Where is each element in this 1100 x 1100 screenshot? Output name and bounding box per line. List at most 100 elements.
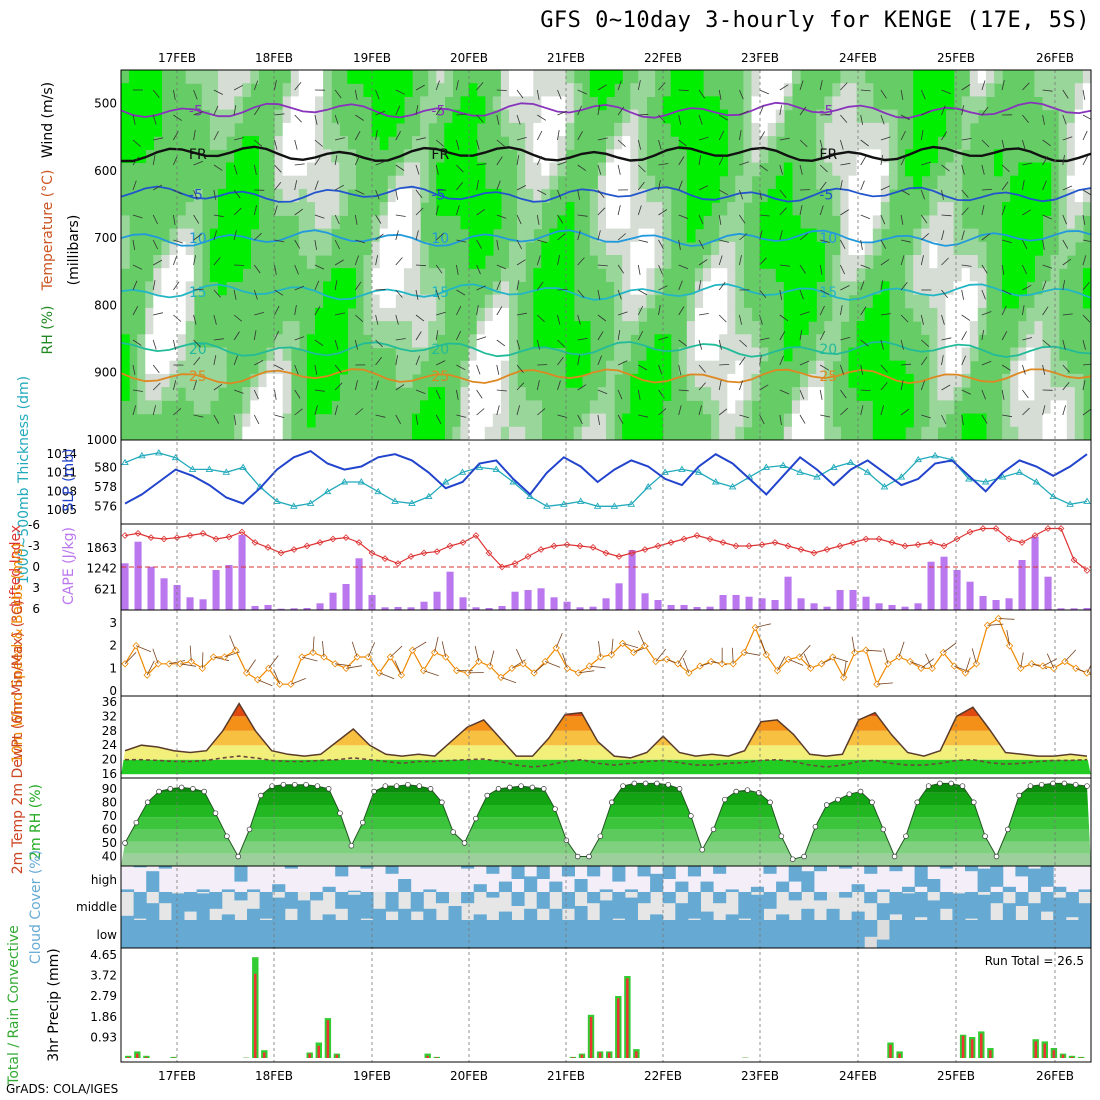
rh-cell [1026,228,1035,243]
rh-cell [864,334,874,349]
rh-cell [379,136,389,150]
rh-cell [274,149,284,164]
wind-barb [1002,414,1013,418]
rh-cell [209,387,219,401]
li-point [225,533,233,541]
cape-bar [1018,560,1026,610]
rh-cell [428,294,437,309]
rh-cell [1066,387,1076,401]
rh-cell [848,175,858,190]
rh-cell [808,255,817,269]
rh-cell [331,268,340,282]
wind-barb-10m [744,652,761,656]
rh-cell [800,413,809,428]
rh-cell [840,215,850,230]
rh-point [733,788,739,795]
rh-cell [234,241,243,256]
rh-cell [800,255,809,269]
thickness-point [610,502,619,509]
isotherm-label: FR [819,147,837,163]
rh-cell [266,360,276,375]
rh-cell [703,122,712,137]
wind-barb [435,106,443,116]
rh-cell [145,334,154,349]
rh-point [744,787,751,793]
rh-cell [654,400,664,415]
rh-cell [686,175,696,190]
rh-cell [282,426,292,440]
wind-barb [213,189,217,200]
wind-barb [476,285,486,291]
rh-cell [783,70,793,84]
wind-barb [153,184,163,191]
cloud-bar-middle [927,900,941,920]
rh-cell [880,400,890,415]
wind-barb [1022,239,1028,250]
rh-cell [1074,136,1084,150]
rh-cell [905,387,914,401]
rh-cell [428,400,437,415]
rh-cell [323,96,332,111]
rh-cell [614,294,623,309]
cloud-bar-low [927,920,941,948]
wind-barb [840,264,845,275]
wind-barb [698,185,709,191]
cape-bar [212,570,220,610]
rh-cell [751,122,761,137]
rh-point [971,799,977,806]
rh-cell [1010,175,1019,190]
rh-cell [436,162,445,177]
rh-cell [630,83,639,97]
rh-band [121,841,1091,854]
cape-bar [719,595,727,610]
rh-cell [921,122,930,137]
rh-cell [323,334,332,349]
rh-cell [323,228,332,243]
rh-cell [1002,413,1011,428]
rh-cell [185,321,195,335]
thickness-point [306,499,315,506]
rh-cell [694,70,704,84]
cloud-bar-low [914,920,928,948]
rh-cell [420,294,429,309]
rh-cell [500,347,510,362]
precip-legend-label: Total / Rain Convective [6,925,22,1086]
wind-barb [152,405,156,416]
rh-cell [153,400,162,415]
rh-cell [250,426,259,440]
rh-cell [177,215,187,230]
precip-conv-bar [635,1051,638,1058]
cloud-bar-low [435,920,449,948]
rh-cell [541,136,550,150]
rh-cell [961,109,971,124]
rh-cell [977,294,987,309]
precip-conv-bar [989,1050,992,1058]
rh-cell [218,70,227,84]
cape-tick: 1863 [86,541,117,555]
rh-cell [306,215,316,230]
wind-barb [516,155,520,166]
rh-cell [420,255,429,269]
rh-cell [662,188,672,203]
rh-cell [347,175,356,190]
rh-cell [630,136,639,150]
li-point [355,539,363,546]
rh-cell [791,334,801,349]
wind-barb [820,414,831,418]
rh-cell [791,228,801,243]
wind-barb [779,414,782,425]
cloud-bar-middle [423,908,437,920]
rh-cell [686,334,696,349]
wind-barb [354,131,361,141]
cloud-bar-low [637,920,651,948]
li-point [732,542,740,550]
rh-cell [484,360,494,375]
cloud-bar-middle [801,908,815,920]
rh-point [416,783,423,789]
rh-cell [614,360,623,375]
wind-barb [698,239,705,249]
wind-barb [233,207,242,216]
rh-cell [226,188,235,203]
wind-barb [718,114,729,121]
wind-barb [779,314,789,322]
